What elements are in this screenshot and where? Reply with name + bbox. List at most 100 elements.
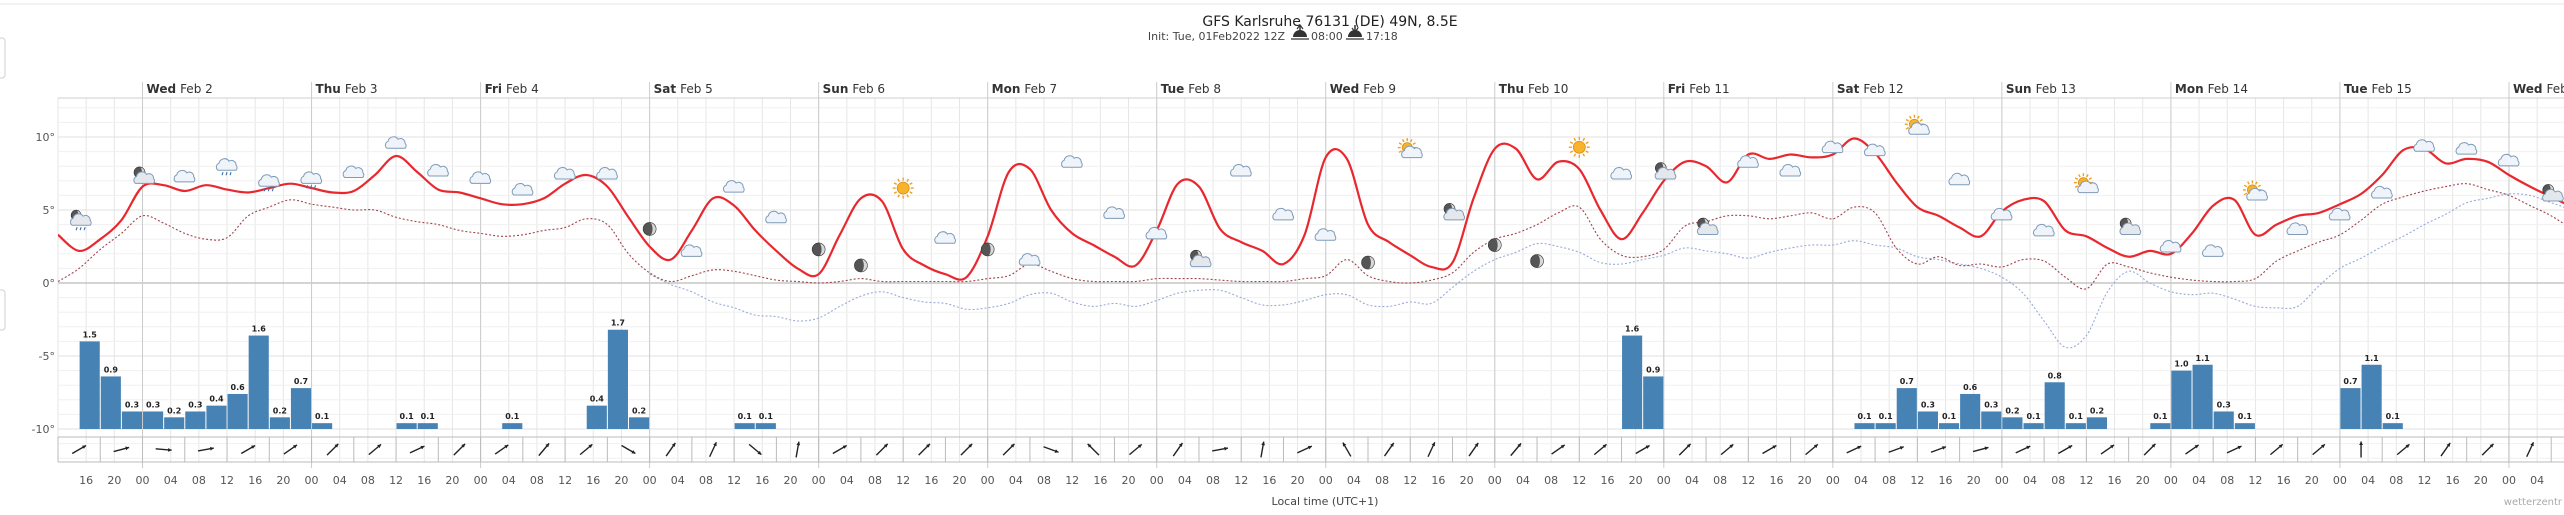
wind-arrow-head: [1645, 445, 1650, 449]
cloud-shape: [1018, 253, 1041, 266]
day-label-date: Feb 7: [1024, 82, 1057, 96]
hour-tick-label: 12: [896, 474, 910, 487]
precip-bar-label: 0.1: [1942, 412, 1957, 421]
day-label-date: Feb 5: [680, 82, 713, 96]
rain-drop: [75, 227, 78, 231]
hour-tick-label: 20: [2474, 474, 2488, 487]
wind-arrow-icon: [2057, 444, 2073, 455]
wind-arrow-head: [125, 446, 130, 451]
wind-arrow-icon: [1427, 441, 1436, 458]
day-label-weekday: Mon: [992, 82, 1021, 96]
precip-bar-label: 0.1: [2026, 412, 2041, 421]
wind-direction-row: [57, 436, 2564, 463]
wind-arrow-icon: [708, 441, 718, 458]
wind-arrow-icon: [1260, 441, 1266, 458]
hour-tick-label: 08: [699, 474, 713, 487]
precip-bar-label: 0.1: [2386, 412, 2401, 421]
cloud-shape: [553, 166, 576, 180]
precip-bar: [2192, 364, 2213, 429]
hour-tick-label: 20: [953, 474, 967, 487]
cloud-icon: [1145, 226, 1168, 240]
day-label-weekday: Tue: [2344, 82, 2368, 96]
wind-arrow-head: [1560, 444, 1565, 449]
hour-tick-label: 12: [2079, 474, 2093, 487]
hour-tick-label: 08: [530, 474, 544, 487]
precip-bar-label: 0.3: [188, 400, 202, 409]
hour-labels: 16 20 00 04 08 12 16 20 00 04 08 12 16 20 00 04 08 12 16 20…: [79, 474, 2544, 487]
moon-crescent: [818, 242, 826, 256]
day-label-date: Feb 15: [2371, 82, 2411, 96]
moon-icon: [1530, 254, 1544, 268]
cloud-icon: [384, 136, 407, 149]
precip-bar: [185, 411, 206, 429]
day-label-weekday: Wed: [147, 82, 177, 96]
hour-tick-label: 16: [1262, 474, 1276, 487]
sun-ray: [897, 194, 901, 198]
hour-tick-label: 00: [474, 474, 488, 487]
hour-tick-label: 12: [1910, 474, 1924, 487]
wind-arrow-icon: [2015, 445, 2031, 454]
wind-arrow-icon: [1635, 444, 1650, 455]
wind-arrow-icon: [875, 443, 889, 456]
wind-arrow-icon: [1846, 445, 1862, 454]
hour-tick-label: 00: [136, 474, 150, 487]
cloud-shape: [2119, 222, 2142, 236]
sun-ray: [909, 182, 913, 185]
moon-rim: [642, 222, 657, 236]
moon-rim: [811, 242, 826, 257]
sun-ray: [2247, 181, 2250, 185]
cloud-shape: [596, 166, 618, 180]
day-label: Mon Feb 14: [2175, 82, 2248, 96]
cloud-icon: [1737, 155, 1759, 168]
hour-tick-label: 20: [783, 474, 797, 487]
wind-arrow-head: [2194, 444, 2199, 449]
cloud-icon: [1314, 228, 1337, 241]
hour-tick-label: 04: [502, 474, 516, 487]
hour-tick-label: 00: [2502, 474, 2516, 487]
cloud-icon: [1948, 172, 1971, 186]
sun-ray: [1908, 115, 1912, 119]
wind-arrow-head: [209, 446, 214, 451]
hour-tick-label: 16: [586, 474, 600, 487]
wind-arrow-head: [1602, 444, 1607, 449]
precip-bar: [586, 405, 607, 429]
precip-bar: [755, 423, 776, 429]
hour-tick-label: 16: [79, 474, 93, 487]
precip-bar-label: 0.1: [421, 412, 436, 421]
day-label-weekday: Sun: [823, 82, 849, 96]
precip-bar: [1938, 423, 1960, 429]
hour-tick-label: 08: [1375, 474, 1389, 487]
wind-arrow-icon: [113, 446, 130, 453]
precip-bar: [121, 411, 143, 429]
moon-icon: [642, 222, 657, 236]
wind-arrow-icon: [283, 444, 298, 455]
cloud-icon: [1230, 164, 1252, 177]
moon-icon: [1361, 255, 1375, 270]
cloud-icon: [2159, 239, 2182, 253]
moon-icon: [980, 242, 995, 257]
precip-bar: [2213, 411, 2234, 429]
wind-arrow-head: [1517, 443, 1522, 448]
sun-ray: [1585, 150, 1589, 154]
sun-ray: [1919, 118, 1923, 122]
init-text: Init: Tue, 01Feb2022 12Z: [1148, 30, 1286, 43]
rain-drop: [271, 188, 274, 192]
cloud-shape: [2246, 187, 2268, 201]
day-label-date: Feb 9: [1363, 82, 1396, 96]
wind-arrow-icon: [748, 443, 762, 456]
hour-tick-label: 12: [1403, 474, 1417, 487]
wind-arrow-icon: [1129, 443, 1143, 456]
hour-tick-label: 04: [2530, 474, 2544, 487]
moon-crescent: [1494, 238, 1502, 252]
wind-arrow-head: [1307, 445, 1312, 450]
day-label-date: Feb 16: [2547, 82, 2564, 96]
cloud-icon: [723, 180, 745, 193]
moon-crescent: [1537, 254, 1544, 268]
wind-arrow-icon: [1972, 446, 1989, 453]
hour-tick-label: 04: [671, 474, 685, 487]
init-line: Init: Tue, 01Feb2022 12Z 08:00 17:18: [1148, 24, 1398, 43]
moon-rim: [1361, 255, 1375, 270]
temperature-850-line: [649, 193, 2564, 349]
sun-ray: [2243, 184, 2248, 188]
cloud-shape: [70, 213, 92, 226]
